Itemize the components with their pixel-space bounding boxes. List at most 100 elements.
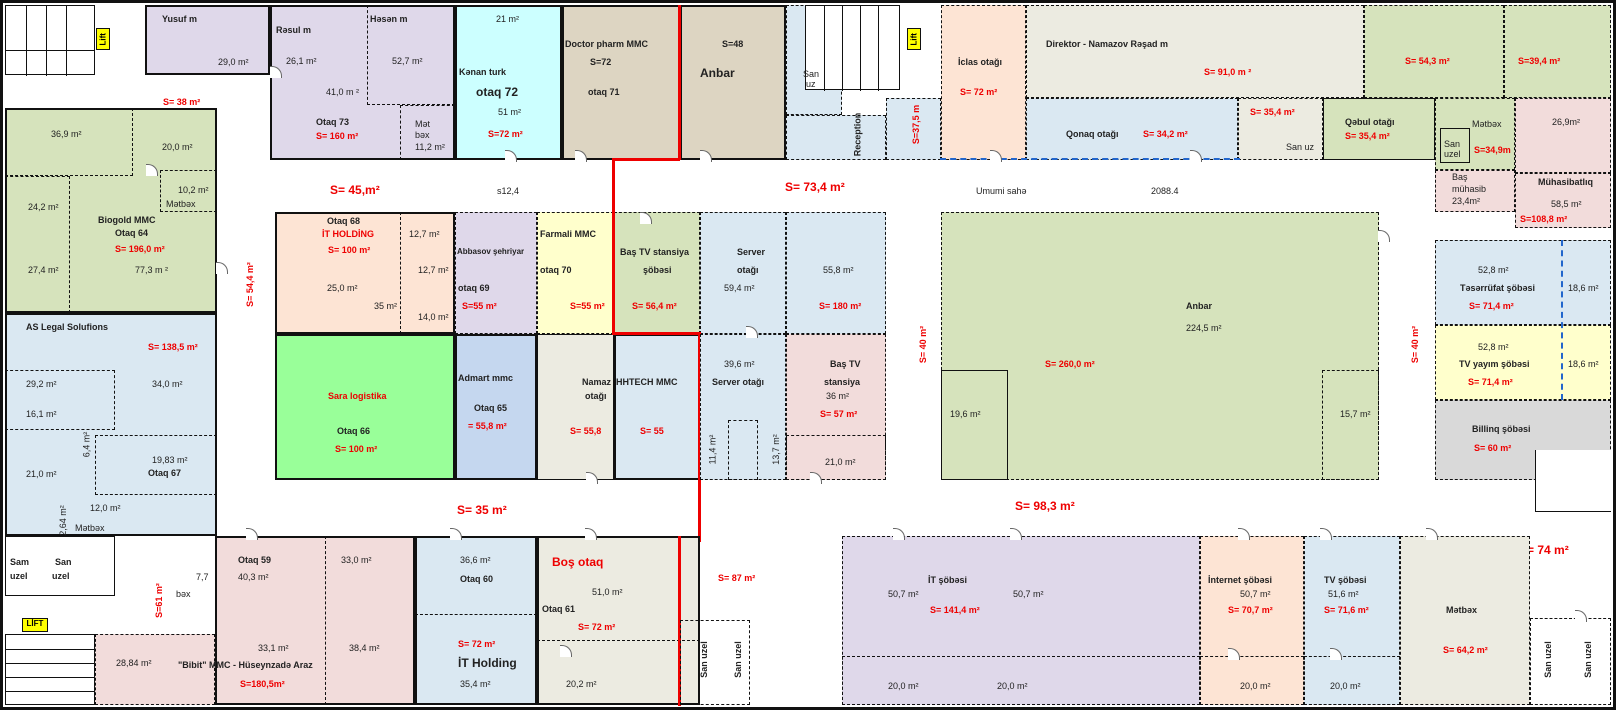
area-29-2: 29,2 m² (26, 379, 57, 389)
label-otaq-73: Otaq 73 (316, 117, 350, 127)
room-it-lower (842, 656, 1200, 705)
area-40-3: 40,3 m² (238, 572, 269, 582)
label-it-sobesi: İT şöbəsi (928, 575, 968, 585)
room-san-uzel-bl (5, 536, 115, 596)
label-it-holding-68: İT HOLDİNG (322, 229, 374, 239)
area-tv-yayim: S= 71,4 m² (1468, 377, 1513, 387)
room-68-sub (400, 212, 455, 334)
area-20-0: 20,0 m² (162, 142, 193, 152)
room-36-9 (5, 108, 133, 176)
label-otaq-60: Otaq 60 (460, 574, 494, 584)
room-otaq-66 (275, 334, 455, 480)
area-otaq-70: S=55 m² (570, 301, 605, 311)
area-55-8: 55,8 m² (823, 265, 854, 275)
room-san-uzel-bottom (680, 620, 750, 705)
red-divider-low-v (698, 332, 701, 542)
room-otaq-68 (275, 212, 455, 334)
area-billinq: S= 60 m² (1474, 443, 1512, 453)
area-otaq-66: S= 100 m² (335, 444, 378, 454)
stairwell-bottom-left (5, 634, 95, 705)
area-50-7c: 50,7 m² (1240, 589, 1271, 599)
door-arc (1426, 528, 1438, 540)
area-direktor: S= 91,0 m ² (1204, 67, 1252, 77)
label-metbex-right: Mətbəx (1472, 119, 1502, 129)
room-24-2 (5, 176, 70, 313)
area-36: 36 m² (826, 391, 850, 401)
label-bos-otaq: Boş otaq (552, 555, 604, 569)
label-bex: bəx (176, 589, 191, 599)
room-bas-tv-stansiya (786, 334, 886, 480)
label-resul: Rəsul m (276, 25, 312, 35)
door-arc (1228, 648, 1240, 660)
room-otaq-64 (5, 108, 217, 313)
area-34-0: 34,0 m² (152, 379, 183, 389)
room-15-7 (1322, 370, 1379, 480)
label-reception: Reception (852, 112, 863, 157)
area-iclas: S= 72 m² (960, 87, 998, 97)
room-san-uzel-right-bottom (1530, 618, 1611, 705)
area-20-0d: 20,0 m² (1240, 681, 1271, 691)
area-15-7: 15,7 m² (1340, 409, 1371, 419)
area-corridor-40a: S= 40 m² (918, 325, 929, 364)
door-arc (146, 164, 158, 176)
label-anbar-top: Anbar (700, 66, 735, 80)
area-qebul: S= 35,4 m² (1345, 131, 1390, 141)
area-corridor-45: S= 45,m² (330, 183, 380, 197)
label-bas-tv: Baş TV stansiya (620, 247, 690, 257)
label-namaz-otagi: otağı (585, 391, 607, 401)
lift-sign-top-left: Lift (96, 28, 110, 50)
area-6-4: 6,4 m² (81, 431, 92, 458)
red-divider-top (678, 5, 681, 160)
door-arc (1238, 528, 1250, 540)
area-10-2: 10,2 m² (178, 185, 209, 195)
area-it-sobesi: S= 141,4 m² (930, 605, 980, 615)
area-26-9: 26,9m² (1552, 117, 1581, 127)
area-19-83: 19,83 m² (152, 455, 188, 465)
label-billinq: Billinq şöbəsi (1472, 424, 1531, 434)
label-uzel-bl2: uzel (52, 571, 70, 581)
door-arc (893, 528, 905, 540)
door-arc (246, 528, 258, 540)
room-muhasibatliq (1515, 173, 1611, 228)
area-52-8a: 52,8 m² (1478, 265, 1509, 275)
label-sara-logistika: Sara logistika (328, 391, 387, 401)
label-server-otagi-2: Server otağı (712, 377, 765, 387)
area-anbar-big: S= 260,0 m² (1045, 359, 1095, 369)
room-hhtech (614, 334, 700, 480)
door-arc (1330, 648, 1342, 660)
label-san-uz: San (803, 69, 820, 79)
room-yusuf (145, 5, 270, 75)
room-otaq-67 (5, 313, 217, 536)
area-internet: S= 70,7 m² (1228, 605, 1273, 615)
label-otaq-67: Otaq 67 (148, 468, 182, 478)
room-otaq-59 (215, 536, 415, 705)
area-corridor-87: S= 87 m² (718, 573, 756, 583)
label-otaq-69: otaq 69 (458, 283, 490, 293)
label-otaq-70: otaq 70 (540, 265, 572, 275)
label-uzel: uzel (1444, 149, 1461, 159)
label-otaq-64: Otaq 64 (115, 228, 149, 238)
area-33-1: 33,1 m² (258, 643, 289, 653)
label-farmali: Farmali MMC (540, 229, 597, 239)
value-umumi-sahe: 2088.4 (1151, 186, 1179, 196)
area-35-4: 35,4 m² (460, 679, 491, 689)
area-otaq-73: S= 160 m² (316, 131, 359, 141)
red-divider-top-h (612, 158, 680, 161)
area-corridor-12-4: s12,4 (497, 186, 520, 196)
area-metbex-73: 11,2 m² (415, 142, 445, 152)
red-divider-mid-v (612, 160, 615, 334)
door-arc (575, 150, 587, 162)
area-59-4: 59,4 m² (724, 283, 755, 293)
label-as-legal: AS Legal Solufions (26, 322, 109, 332)
label-abbasov: Abbasov şehriyar (457, 247, 525, 256)
area-as-legal: S= 138,5 m² (148, 342, 198, 352)
label-muhasibatliq: Mühasibatlıq (1538, 177, 1594, 187)
area-resul: 26,1 m² (286, 56, 317, 66)
label-server-otagi: otağı (737, 265, 759, 275)
label-anbar-big: Anbar (1186, 301, 1213, 311)
room-otaq-71 (562, 5, 680, 160)
area-20-0c: 20,0 m² (997, 681, 1028, 691)
area-16-1: 16,1 m² (26, 409, 57, 419)
room-39-4 (1504, 5, 1611, 98)
